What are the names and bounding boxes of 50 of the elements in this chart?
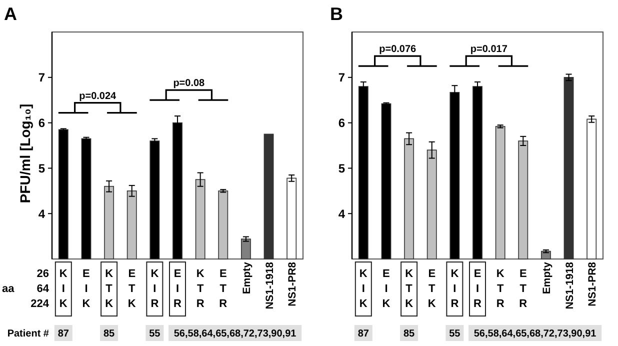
- x-tick-label: NS1-PR8: [586, 262, 599, 306]
- y-tick-label: 5: [338, 161, 346, 176]
- y-tick-label: 7: [338, 70, 346, 85]
- annotation: p=0.076: [379, 44, 417, 56]
- text: Patient #: [7, 328, 50, 340]
- x-tick-label: E T K: [128, 268, 136, 310]
- x-tick-label: E I K: [82, 268, 90, 310]
- chart-title: A: [4, 4, 17, 24]
- annotation: p=0.024: [79, 90, 117, 102]
- x-tick-label: K I R: [450, 268, 459, 310]
- x-tick-label: Empty: [240, 262, 253, 294]
- text: 85: [103, 328, 116, 340]
- annotation: p=0.08: [173, 78, 206, 90]
- chart-title: B: [330, 4, 343, 24]
- x-tick-label: NS1-1918: [264, 262, 276, 310]
- x-tick-label: K I K: [359, 268, 368, 310]
- text: 64: [36, 282, 50, 295]
- x-tick-label: E T K: [428, 268, 436, 310]
- x-tick-label: K I R: [150, 268, 159, 310]
- y-tick-label: 4: [338, 206, 346, 221]
- x-tick-label: E I K: [382, 268, 390, 310]
- y-axis-title: PFU/ml [Log₁₀]: [17, 104, 33, 204]
- text: 26: [36, 268, 49, 280]
- text: 87: [358, 328, 370, 340]
- x-tick-label: K T K: [405, 268, 414, 310]
- text: 55: [449, 328, 461, 340]
- x-tick-label: K T K: [105, 268, 114, 310]
- y-tick-label: 6: [38, 116, 46, 130]
- y-tick-label: 6: [338, 116, 346, 130]
- x-tick-label: E T R: [219, 268, 228, 310]
- y-tick-label: 7: [38, 70, 46, 85]
- text: 85: [403, 328, 416, 340]
- text: 224: [30, 298, 50, 310]
- y-tick-label: 5: [38, 161, 46, 176]
- text: 87: [58, 328, 70, 340]
- text: 55: [149, 328, 161, 340]
- text: 56,58,64,65,68,72,73,90,91: [474, 328, 597, 340]
- x-tick-label: NS1-1918: [564, 262, 576, 310]
- x-tick-label: K T R: [496, 268, 504, 310]
- text: 56,58,64,65,68,72,73,90,91: [174, 328, 297, 340]
- annotation: p=0.017: [470, 44, 508, 56]
- x-tick-label: NS1-PR8: [286, 262, 299, 306]
- text: aa: [2, 282, 16, 295]
- x-tick-label: E T R: [519, 268, 528, 310]
- x-tick-label: E I R: [474, 268, 482, 310]
- x-tick-label: Empty: [540, 262, 553, 294]
- x-tick-label: K I K: [59, 268, 68, 310]
- x-tick-label: K T R: [196, 268, 204, 310]
- y-tick-label: 4: [38, 206, 46, 221]
- x-tick-label: E I R: [174, 268, 182, 310]
